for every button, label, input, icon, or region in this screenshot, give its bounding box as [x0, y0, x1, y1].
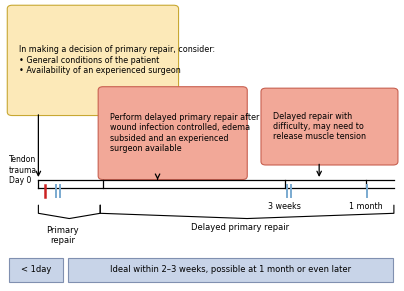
Text: Tendon
trauma
Day 0: Tendon trauma Day 0: [9, 155, 37, 185]
Text: Primary
repair: Primary repair: [46, 226, 79, 245]
FancyBboxPatch shape: [7, 5, 179, 116]
Text: 3 weeks: 3 weeks: [268, 202, 301, 211]
FancyBboxPatch shape: [98, 87, 247, 180]
FancyBboxPatch shape: [261, 88, 398, 165]
Text: In making a decision of primary repair, consider:
• General conditions of the pa: In making a decision of primary repair, …: [19, 45, 215, 75]
FancyBboxPatch shape: [9, 258, 63, 282]
Text: 1 month: 1 month: [349, 202, 383, 211]
Text: < 1day: < 1day: [21, 265, 51, 274]
Text: Delayed primary repair: Delayed primary repair: [191, 223, 289, 232]
Text: Delayed repair with
difficulty, may need to
release muscle tension: Delayed repair with difficulty, may need…: [273, 112, 366, 141]
Text: Ideal within 2–3 weeks, possible at 1 month or even later: Ideal within 2–3 weeks, possible at 1 mo…: [110, 265, 351, 274]
Text: Perform delayed primary repair after
wound infection controlled, edema
subsided : Perform delayed primary repair after wou…: [110, 113, 260, 153]
FancyBboxPatch shape: [68, 258, 393, 282]
